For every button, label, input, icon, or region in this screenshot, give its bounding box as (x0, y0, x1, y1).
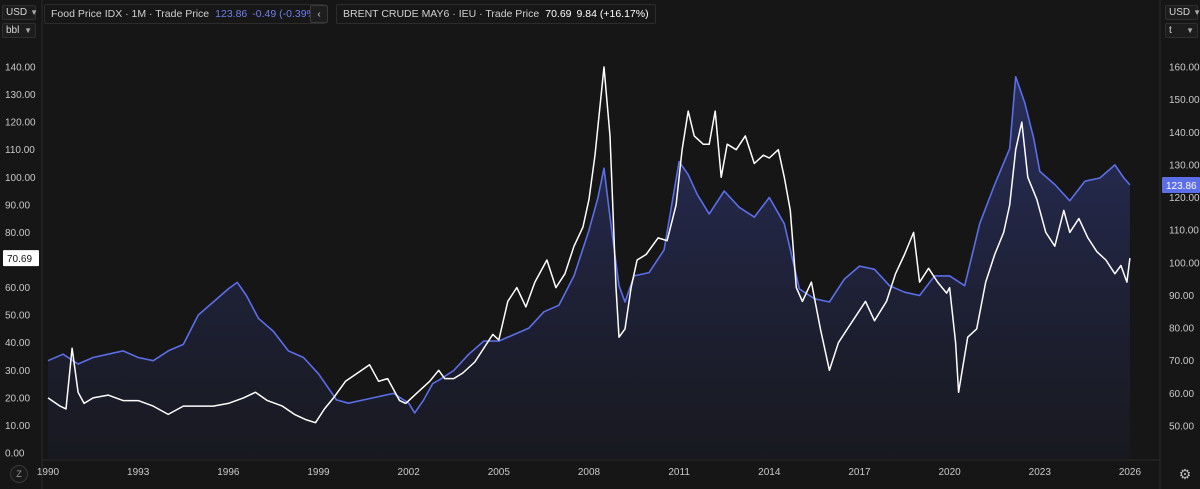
x-axis: 1990 1993 1996 1999 2002 2005 2008 2011 2014 2017… (37, 467, 1142, 478)
brent-last-value-label: 70.69 (7, 254, 32, 265)
x-tick-label: 2023 (1029, 467, 1052, 478)
right-currency-select[interactable]: USD ▼ (1165, 5, 1200, 20)
x-tick-label: 2005 (488, 467, 511, 478)
gear-icon[interactable]: ⚙ (1178, 465, 1192, 482)
right-tick-label: 60.00 (1169, 389, 1194, 400)
x-tick-label: 1999 (307, 467, 330, 478)
right-tick-label: 150.00 (1169, 95, 1200, 106)
x-tick-label: 1993 (127, 467, 150, 478)
left-tick-label: 60.00 (5, 283, 30, 294)
chevron-down-icon: ▼ (24, 26, 32, 35)
chevron-down-icon: ▼ (30, 8, 39, 17)
legend-food-name: Food Price IDX · 1M · Trade Price (51, 8, 210, 20)
x-tick-label: 1996 (217, 467, 240, 478)
left-tick-label: 10.00 (5, 421, 30, 432)
right-tick-label: 110.00 (1169, 226, 1199, 237)
right-currency-label: USD (1169, 7, 1191, 18)
last-value-labels: 70.69 123.86 (3, 176, 1200, 267)
right-unit-label: t (1169, 25, 1172, 36)
right-tick-label: 80.00 (1169, 324, 1194, 335)
food-last-value-label: 123.86 (1166, 181, 1197, 192)
legend-brent-name: BRENT CRUDE MAY6 · IEU · Trade Price (343, 8, 540, 20)
left-unit-select[interactable]: bbl ▼ (2, 23, 36, 38)
brent-crude-line (47, 66, 1131, 424)
left-tick-label: 40.00 (5, 338, 30, 349)
left-tick-label: 50.00 (5, 311, 30, 322)
legend-food-price[interactable]: Food Price IDX · 1M · Trade Price 123.86… (44, 4, 327, 24)
chevron-down-icon: ▼ (1193, 8, 1200, 17)
right-tick-label: 70.00 (1169, 356, 1194, 367)
legend-food-change: -0.49 (-0.39%) (252, 8, 320, 20)
right-tick-label: 140.00 (1169, 128, 1200, 139)
food-last-value-badge (1162, 176, 1200, 193)
legend-brent-change: 9.84 (+16.17%) (576, 8, 649, 20)
left-tick-label: 30.00 (5, 366, 30, 377)
left-tick-label: 140.00 (5, 63, 36, 74)
food-area-layer (48, 76, 1130, 460)
legend-brent-value: 70.69 (545, 8, 572, 20)
right-tick-label: 100.00 (1169, 258, 1200, 269)
series-lines (47, 66, 1131, 424)
left-tick-label: 110.00 (5, 145, 35, 156)
right-tick-label: 130.00 (1169, 160, 1200, 171)
x-tick-label: 2008 (578, 467, 601, 478)
left-tick-label: 80.00 (5, 228, 30, 239)
left-y-axis: 0.0010.0020.0030.0040.0050.0060.0070.008… (5, 63, 36, 460)
right-unit-select[interactable]: t ▼ (1165, 23, 1198, 38)
chevron-down-icon: ▼ (1186, 26, 1194, 35)
z-button[interactable]: Z (10, 465, 28, 483)
left-tick-label: 90.00 (5, 200, 30, 211)
x-tick-label: 2026 (1119, 467, 1142, 478)
left-tick-label: 20.00 (5, 393, 30, 404)
right-tick-label: 160.00 (1169, 63, 1200, 74)
brent-last-value-badge (3, 250, 39, 267)
left-currency-select[interactable]: USD ▼ (2, 5, 39, 20)
x-tick-label: 2011 (668, 467, 690, 478)
left-tick-label: 100.00 (5, 173, 36, 184)
food-price-area (48, 76, 1130, 460)
x-tick-label: 2020 (938, 467, 961, 478)
x-tick-label: 2014 (758, 467, 781, 478)
left-unit-label: bbl (6, 25, 20, 36)
left-currency-label: USD (6, 7, 28, 18)
legend-food-value: 123.86 (215, 8, 248, 20)
right-y-axis: 50.00 60.00 70.00 80.00 90.00 100.00 110.00 120… (1169, 63, 1200, 433)
food-price-line (47, 76, 1131, 414)
x-tick-label: 1990 (37, 467, 60, 478)
legend-brent[interactable]: ‹ BRENT CRUDE MAY6 · IEU · Trade Price 7… (310, 4, 656, 24)
plot-frame (41, 0, 1161, 489)
left-tick-label: 130.00 (5, 90, 36, 101)
x-tick-label: 2017 (848, 467, 871, 478)
chart-header: USD ▼ bbl ▼ USD ▼ t ▼ Food Price IDX · 1… (0, 0, 1200, 38)
x-tick-label: 2002 (398, 467, 421, 478)
right-tick-label: 50.00 (1169, 422, 1194, 433)
right-tick-label: 120.00 (1169, 193, 1200, 204)
right-tick-label: 90.00 (1169, 291, 1194, 302)
left-tick-label: 120.00 (5, 118, 36, 129)
chevron-left-icon[interactable]: ‹ (310, 5, 328, 23)
left-tick-label: 0.00 (5, 449, 25, 460)
